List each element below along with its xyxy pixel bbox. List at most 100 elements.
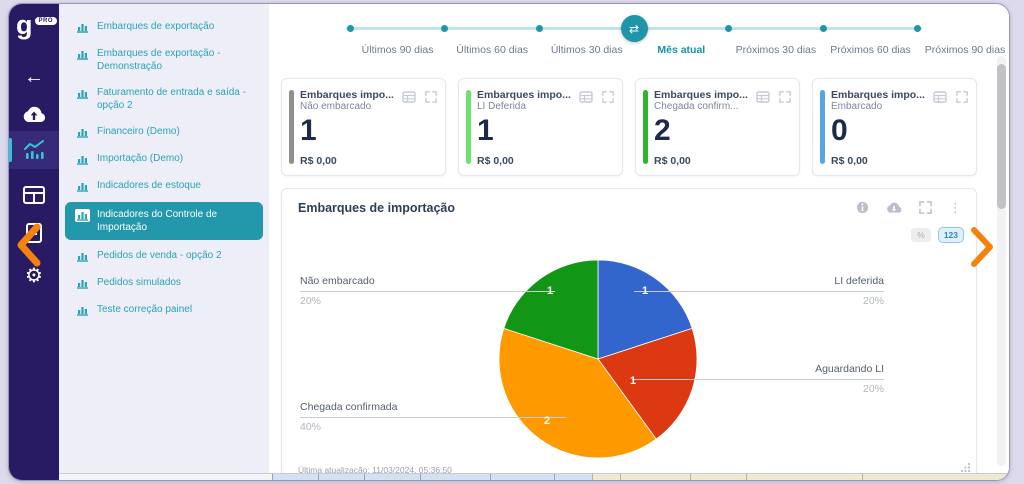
table-view-icon[interactable] xyxy=(402,90,416,108)
bar-chart-icon xyxy=(77,129,88,138)
logo-glyph: g xyxy=(16,10,33,40)
timeline-dot[interactable] xyxy=(441,25,449,32)
bar-chart-icon xyxy=(77,24,88,33)
timeline-label: Próximos 60 dias xyxy=(830,44,911,56)
sidebar-item-9[interactable]: Teste correção painel xyxy=(65,299,263,321)
active-rail-highlight xyxy=(9,131,59,169)
sidebar-item-label: Financeiro (Demo) xyxy=(97,126,180,137)
pct-nao-embarcado: 20% xyxy=(300,295,322,307)
table-icon[interactable] xyxy=(9,180,59,210)
table-view-icon[interactable] xyxy=(756,90,770,108)
timeline-stop-1[interactable]: Últimos 60 dias xyxy=(398,12,528,64)
pie-slice-2[interactable] xyxy=(498,327,657,459)
sidebar-item-7[interactable]: Pedidos de venda - opção 2 xyxy=(65,245,263,267)
kebab-menu-icon[interactable]: ⋮ xyxy=(949,200,962,215)
sidebar-item-6[interactable]: Indicadores do Controle de Importação xyxy=(65,202,263,240)
active-rail-indicator xyxy=(9,138,12,162)
timeline-stop-5[interactable]: Próximos 60 dias xyxy=(776,12,911,64)
timeline-stop-0[interactable]: Últimos 90 dias xyxy=(303,12,433,64)
bar-chart-icon xyxy=(77,307,88,316)
sidebar-item-2[interactable]: Faturamento de entrada e saída - opção 2 xyxy=(65,82,263,116)
analytics-icon[interactable] xyxy=(9,135,59,165)
timeline-dot[interactable] xyxy=(535,25,543,32)
cutoff-table-strip xyxy=(59,473,1009,480)
timeline-stop-4[interactable]: Próximos 30 dias xyxy=(681,12,816,64)
expand-icon[interactable] xyxy=(956,90,968,108)
percent-toggle[interactable]: % xyxy=(911,228,931,242)
sidebar-item-8[interactable]: Pedidos simulados xyxy=(65,272,263,294)
pie-slice-3[interactable] xyxy=(503,259,599,360)
timeline-label: Próximos 30 dias xyxy=(735,44,817,56)
leader-line-li-deferida xyxy=(634,291,884,292)
pct-aguardando-li: 20% xyxy=(862,383,884,395)
timeline-label: Últimos 30 dias xyxy=(550,44,623,56)
resize-grip[interactable] xyxy=(960,460,971,478)
timeline-dot[interactable] xyxy=(346,25,354,32)
sidebar-item-4[interactable]: Importação (Demo) xyxy=(65,148,263,170)
back-arrow-icon[interactable]: ← xyxy=(24,65,44,88)
sidebar-item-label: Pedidos simulados xyxy=(97,277,181,288)
pie-chart-card: Embarques de importação ⋮ % 123 Não emb xyxy=(281,188,977,480)
number-toggle[interactable]: 123 xyxy=(937,227,964,243)
kpi-accent-bar xyxy=(643,90,648,164)
expand-chevron-right-icon[interactable] xyxy=(969,226,995,273)
table-view-icon[interactable] xyxy=(933,90,947,108)
timeline-dot[interactable] xyxy=(819,25,827,32)
kpi-title: Embarques impo... xyxy=(477,89,571,101)
expand-icon[interactable] xyxy=(602,90,614,108)
pie-chart xyxy=(498,259,698,459)
leader-line-chegada-confirmada xyxy=(300,417,566,418)
kpi-value: 2 xyxy=(654,114,671,147)
sidebar-item-label: Indicadores do Controle de Importação xyxy=(97,209,218,233)
leader-line-nao-embarcado xyxy=(300,291,555,292)
table-view-icon[interactable] xyxy=(579,90,593,108)
pro-badge: PRO xyxy=(34,17,58,25)
cloud-download-icon[interactable] xyxy=(886,202,902,214)
kpi-value: 0 xyxy=(831,114,848,147)
sidebar-item-3[interactable]: Financeiro (Demo) xyxy=(65,121,263,143)
kpi-value: 1 xyxy=(477,114,494,147)
cloud-upload-icon[interactable] xyxy=(9,100,59,130)
kpi-card-1: Embarques impo... LI Deferida 1 R$ 0,00 xyxy=(458,78,623,176)
expand-icon[interactable] xyxy=(425,90,437,108)
pct-chegada-confirmada: 40% xyxy=(300,421,322,433)
settings-gear-icon[interactable]: ⚙ xyxy=(25,264,43,287)
sidebar-item-1[interactable]: Embarques de exportação - Demonstração xyxy=(65,43,263,77)
bar-chart-icon xyxy=(77,90,88,99)
slice-value-li-deferida: 1 xyxy=(641,285,649,297)
kpi-title: Embarques impo... xyxy=(300,89,394,101)
collapse-chevron-left-icon[interactable] xyxy=(13,222,43,273)
app-logo[interactable]: g PRO xyxy=(16,10,58,40)
vertical-scrollbar-track[interactable] xyxy=(997,56,1006,466)
expand-icon[interactable] xyxy=(779,90,791,108)
kpi-subtitle: Embarcado xyxy=(831,101,883,112)
app-window: g PRO ← ⚙ Embarques de exportação Embarqu… xyxy=(8,3,1010,481)
timeline-dot[interactable] xyxy=(914,25,922,32)
bar-chart-icon xyxy=(75,209,90,222)
timeline-dot[interactable] xyxy=(725,25,733,32)
bar-chart-icon xyxy=(77,156,88,165)
expand-icon[interactable] xyxy=(919,201,932,214)
callout-li-deferida: LI deferida xyxy=(834,275,884,287)
kpi-title: Embarques impo... xyxy=(831,89,925,101)
bar-chart-icon xyxy=(77,183,88,192)
bar-chart-icon xyxy=(77,51,88,60)
kpi-accent-bar xyxy=(466,90,471,164)
slice-value-nao-embarcado: 1 xyxy=(546,285,554,297)
sidebar-item-label: Faturamento de entrada e saída - opção 2 xyxy=(97,87,246,111)
vertical-scrollbar-thumb[interactable] xyxy=(997,64,1006,209)
pie-slice-0[interactable] xyxy=(597,259,693,360)
info-icon[interactable] xyxy=(856,201,869,214)
timeline-stop-2[interactable]: Últimos 30 dias xyxy=(492,12,623,64)
timeline-dot[interactable]: ⇄ xyxy=(620,15,648,42)
sidebar-item-0[interactable]: Embarques de exportação xyxy=(65,16,263,38)
value-mode-toggle: % 123 xyxy=(911,227,964,243)
kpi-card-2: Embarques impo... Chegada confirm... 2 R$ 0… xyxy=(635,78,800,176)
kpi-subtitle: Chegada confirm... xyxy=(654,101,739,112)
bar-chart-icon xyxy=(77,280,88,289)
timeline-stop-3[interactable]: ⇄ Mês atual xyxy=(587,12,705,64)
sidebar-item-5[interactable]: Indicadores de estoque xyxy=(65,175,263,197)
kpi-cards-row: Embarques impo... Não embarcado 1 R$ 0,00 Em… xyxy=(281,78,977,176)
pie-slice-1[interactable] xyxy=(597,327,698,440)
timeline-stop-6[interactable]: Próximos 90 dias xyxy=(870,12,1005,64)
